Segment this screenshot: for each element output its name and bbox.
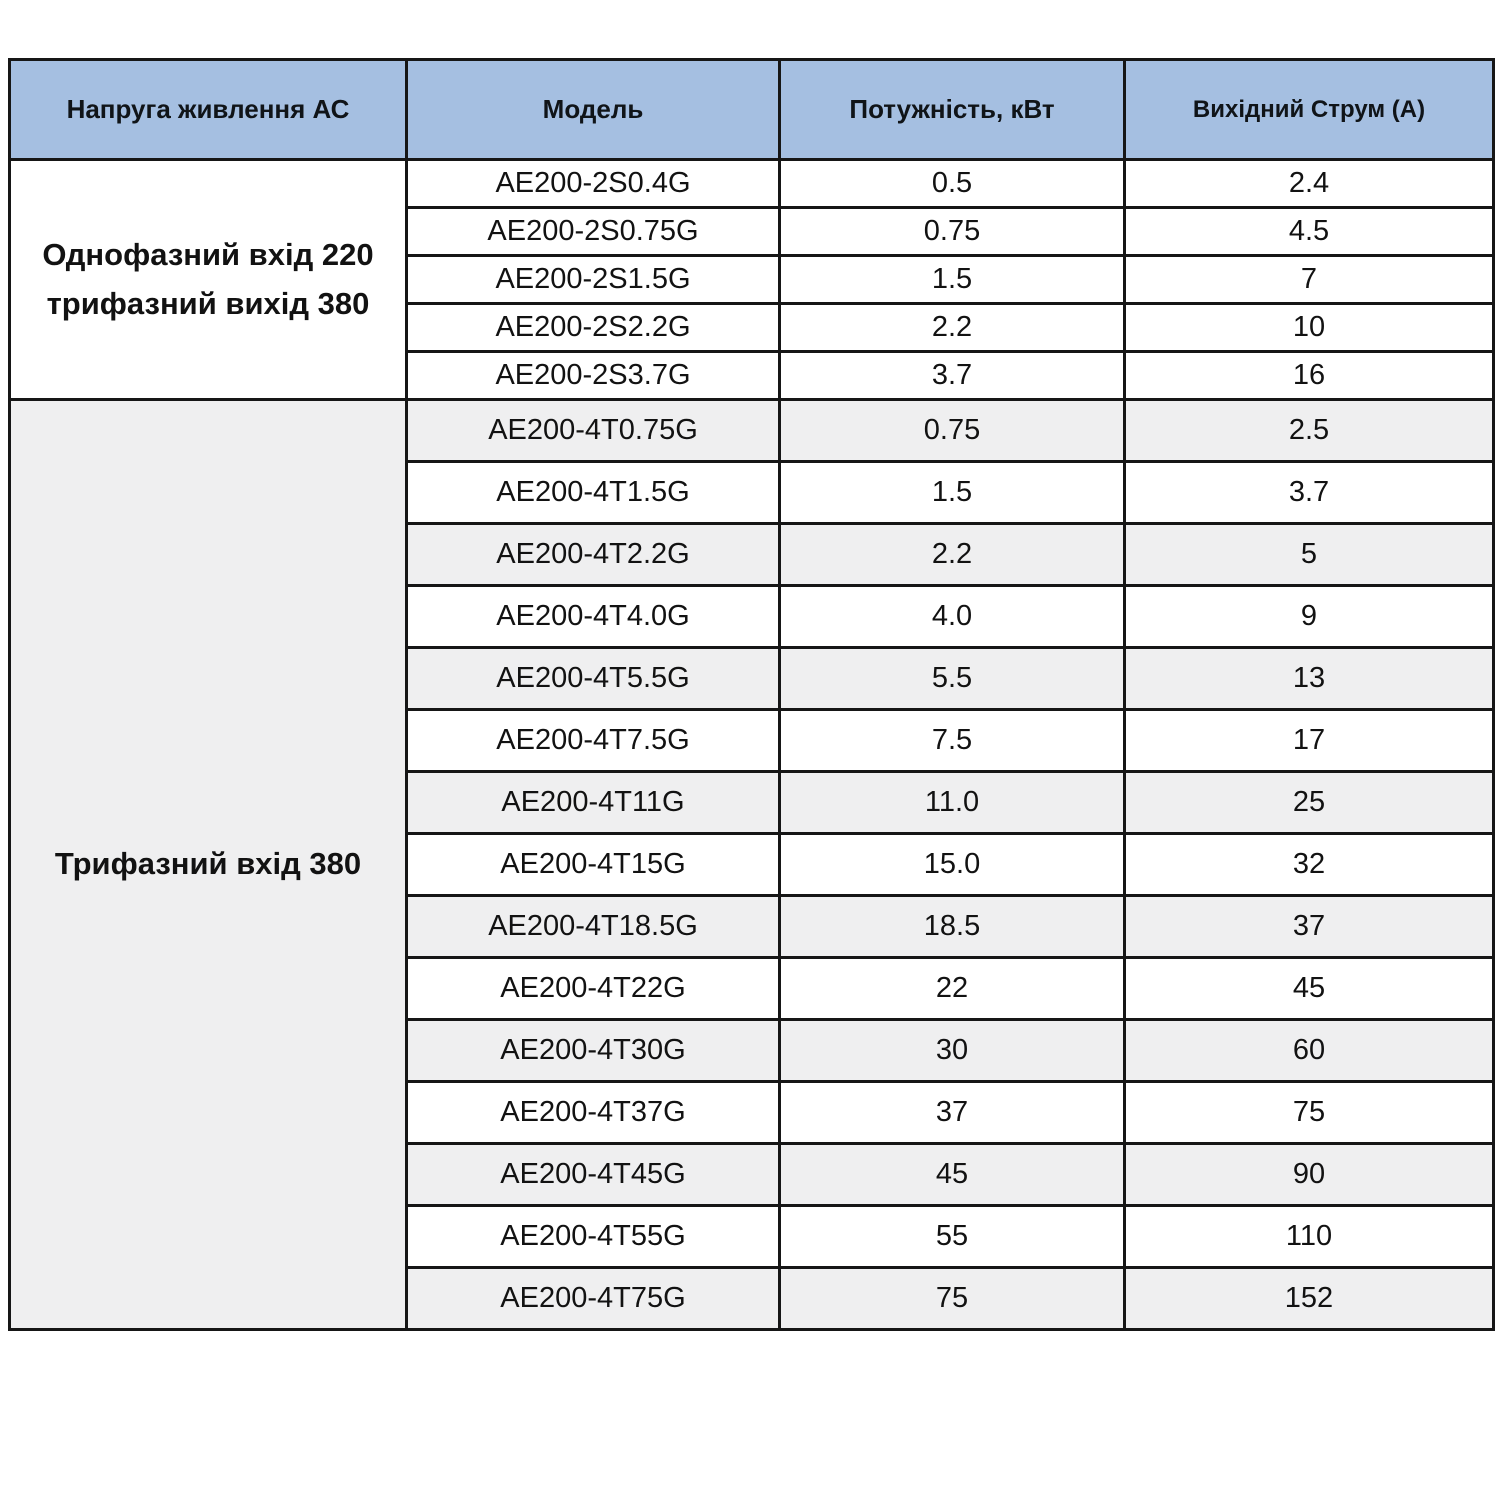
power-cell: 0.5 [778,158,1126,209]
current-cell: 45 [1123,956,1495,1021]
model-cell: AE200-4T11G [405,770,781,835]
spec-table: Напруга живлення АС Модель Потужність, к… [8,58,1495,1331]
model-cell: AE200-4T55G [405,1204,781,1269]
model-cell: AE200-2S1.5G [405,254,781,305]
current-cell: 2.5 [1123,398,1495,463]
power-cell: 2.2 [778,302,1126,353]
model-cell: AE200-4T5.5G [405,646,781,711]
model-cell: AE200-2S2.2G [405,302,781,353]
table-row: AE200-4T7.5G 7.5 17 [10,708,1495,773]
current-cell: 13 [1123,646,1495,711]
power-cell: 1.5 [778,460,1126,525]
col-header-power: Потужність, кВт [778,58,1126,161]
table-body: Однофазний вхід 220 трифазний вихід 380 A… [8,158,1495,1331]
current-cell: 7 [1123,254,1495,305]
table-row: AE200-4T1.5G 1.5 3.7 [10,460,1495,525]
current-cell: 5 [1123,522,1495,587]
current-cell: 152 [1123,1266,1495,1331]
power-cell: 1.5 [778,254,1126,305]
model-cell: AE200-4T30G [405,1018,781,1083]
group-cell-three-phase-input: Трифазний вхід 380 [8,398,408,1331]
col-header-current: Вихідний Струм (А) [1123,58,1495,161]
power-cell: 75 [778,1266,1126,1331]
col-header-voltage: Напруга живлення АС [8,58,408,161]
header-row: Напруга живлення АС Модель Потужність, к… [8,58,1495,161]
table-row: Трифазний вхід 380 AE200-4T0.75G 0.75 2.5 [8,398,1495,1331]
current-cell: 10 [1123,302,1495,353]
power-cell: 3.7 [778,350,1126,401]
table-row: AE200-4T2.2G 2.2 5 [10,522,1495,587]
power-cell: 22 [778,956,1126,1021]
model-cell: AE200-4T1.5G [405,460,781,525]
table-row: AE200-4T11G 11.0 25 [10,770,1495,835]
table-row: Однофазний вхід 220 трифазний вихід 380 A… [8,158,1495,401]
power-cell: 30 [778,1018,1126,1083]
power-cell: 2.2 [778,522,1126,587]
table-row: AE200-2S2.2G 2.2 10 [10,302,1495,353]
table-row: AE200-4T75G 75 152 [10,1266,1495,1331]
model-cell: AE200-4T45G [405,1142,781,1207]
power-cell: 4.0 [778,584,1126,649]
model-cell: AE200-4T15G [405,832,781,897]
table-row: AE200-4T30G 30 60 [10,1018,1495,1083]
table-row: AE200-4T55G 55 110 [10,1204,1495,1269]
model-cell: AE200-4T37G [405,1080,781,1145]
power-cell: 37 [778,1080,1126,1145]
table-row: AE200-4T22G 22 45 [10,956,1495,1021]
table-row: AE200-2S0.75G 0.75 4.5 [10,206,1495,257]
col-header-model: Модель [405,58,781,161]
current-cell: 110 [1123,1204,1495,1269]
current-cell: 17 [1123,708,1495,773]
model-cell: AE200-2S0.75G [405,206,781,257]
power-cell: 11.0 [778,770,1126,835]
current-cell: 3.7 [1123,460,1495,525]
current-cell: 37 [1123,894,1495,959]
power-cell: 55 [778,1204,1126,1269]
table-row: AE200-4T18.5G 18.5 37 [10,894,1495,959]
power-cell: 0.75 [778,398,1126,463]
model-cell: AE200-4T2.2G [405,522,781,587]
model-cell: AE200-4T0.75G [405,398,781,463]
model-cell: AE200-4T75G [405,1266,781,1331]
table-header: Напруга живлення АС Модель Потужність, к… [8,58,1495,161]
table-row: AE200-4T45G 45 90 [10,1142,1495,1207]
model-cell: AE200-2S0.4G [405,158,781,209]
current-cell: 2.4 [1123,158,1495,209]
table-row: AE200-2S3.7G 3.7 16 [10,350,1495,401]
current-cell: 75 [1123,1080,1495,1145]
power-cell: 5.5 [778,646,1126,711]
power-cell: 0.75 [778,206,1126,257]
model-cell: AE200-4T18.5G [405,894,781,959]
table-row: AE200-4T5.5G 5.5 13 [10,646,1495,711]
current-cell: 60 [1123,1018,1495,1083]
current-cell: 90 [1123,1142,1495,1207]
current-cell: 4.5 [1123,206,1495,257]
power-cell: 7.5 [778,708,1126,773]
current-cell: 16 [1123,350,1495,401]
table-row: AE200-4T37G 37 75 [10,1080,1495,1145]
current-cell: 25 [1123,770,1495,835]
table-row: AE200-2S1.5G 1.5 7 [10,254,1495,305]
model-cell: AE200-4T22G [405,956,781,1021]
table-row: AE200-4T4.0G 4.0 9 [10,584,1495,649]
model-cell: AE200-4T4.0G [405,584,781,649]
model-cell: AE200-4T7.5G [405,708,781,773]
power-cell: 18.5 [778,894,1126,959]
group-cell-single-phase-input: Однофазний вхід 220 трифазний вихід 380 [8,158,408,401]
current-cell: 32 [1123,832,1495,897]
table-row: AE200-4T15G 15.0 32 [10,832,1495,897]
model-cell: AE200-2S3.7G [405,350,781,401]
power-cell: 45 [778,1142,1126,1207]
current-cell: 9 [1123,584,1495,649]
power-cell: 15.0 [778,832,1126,897]
